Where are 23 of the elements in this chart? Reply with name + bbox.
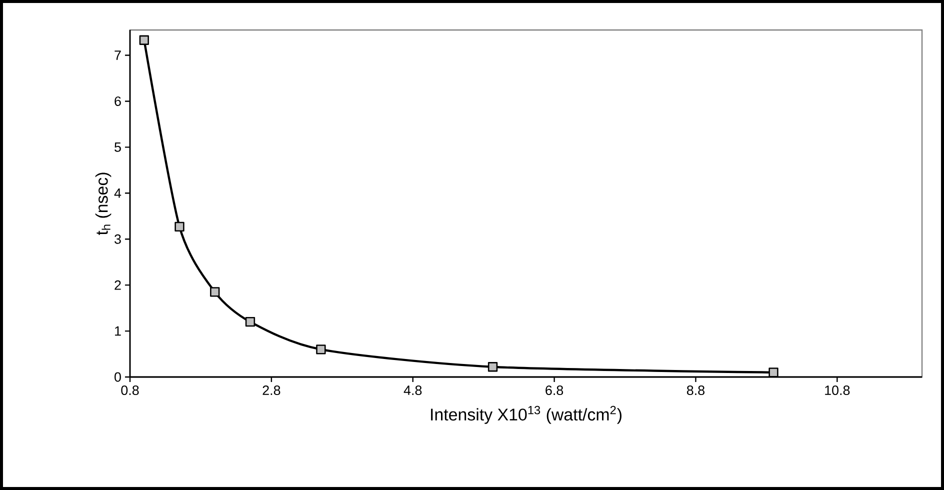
- y-tick-label: 5: [114, 142, 121, 152]
- x-tick-label: 2.8: [262, 386, 280, 396]
- x-tick-label: 0.8: [121, 386, 139, 396]
- x-tick-label: 4.8: [404, 386, 422, 396]
- point: [174, 222, 184, 232]
- y-tick-label: 2: [114, 280, 121, 290]
- x-tick-label: 10.8: [825, 386, 850, 396]
- point: [139, 35, 149, 45]
- point: [316, 344, 326, 354]
- y-tick-label: 4: [114, 188, 122, 198]
- x-axis-title: Intensity X10$^{13}$ (watt/cm$^{2}$): [431, 406, 622, 424]
- point: [768, 368, 778, 378]
- y-tick-label: 3: [114, 234, 121, 244]
- y-tick-label: 7: [114, 50, 121, 60]
- y-tick-label: 1: [115, 326, 121, 336]
- y-tick-label: 6: [114, 96, 121, 106]
- point: [488, 362, 498, 372]
- x-tick-label: 8.8: [686, 386, 704, 396]
- point: [210, 287, 220, 297]
- y-axis-title: t$_{h}$ (nsec): [95, 172, 112, 236]
- point: [245, 317, 256, 327]
- y-tick-label: 0: [114, 372, 121, 382]
- x-tick-label: 6.8: [546, 386, 564, 396]
